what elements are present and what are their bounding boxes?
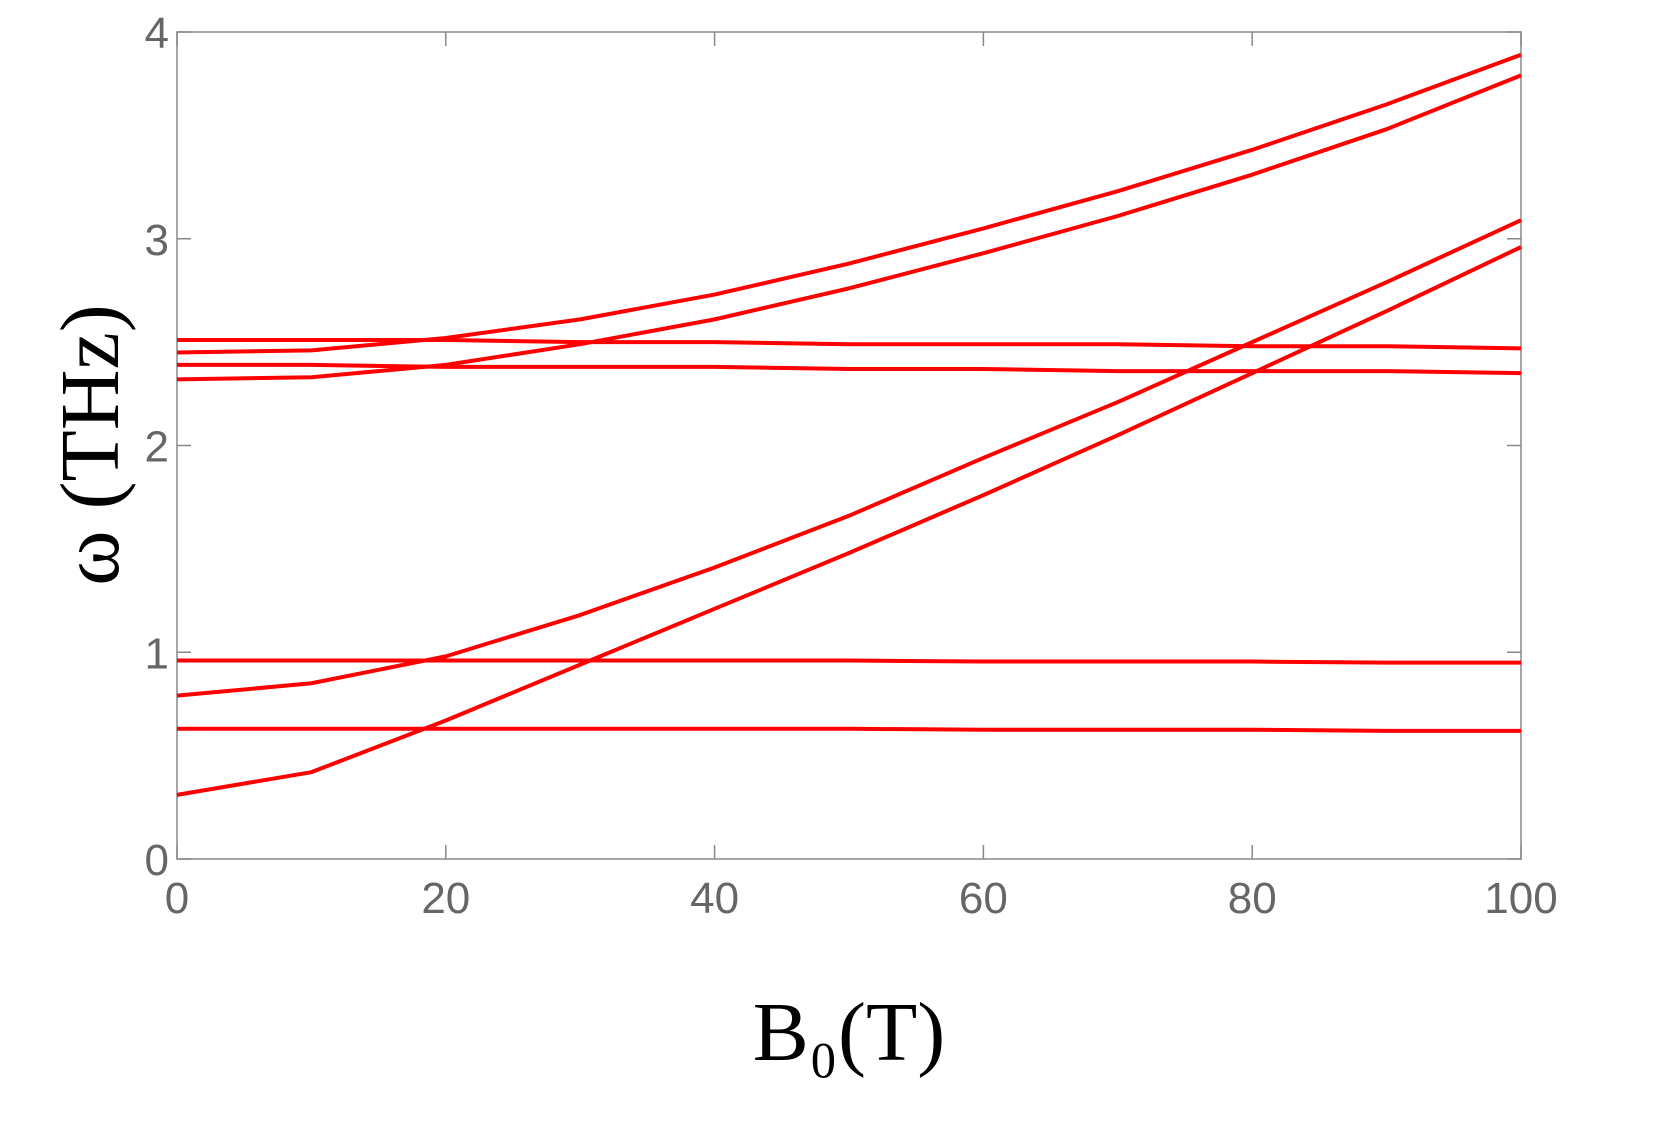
y-tick-label: 0 [145,836,169,885]
data-line [177,338,1522,351]
x-tick-label: 0 [165,874,189,923]
plot-frame [176,31,1522,860]
data-line [177,658,1521,665]
y-tick-label: 1 [145,629,169,678]
y-axis-label: ω (THz) [44,304,137,586]
x-tick-label: 20 [421,874,470,923]
x-tick-label: 60 [959,874,1008,923]
x-tick-label: 100 [1484,874,1557,923]
x-tick-label: 80 [1228,874,1277,923]
data-line [176,218,1522,698]
data-line [177,726,1521,733]
y-tick-label: 2 [145,423,169,472]
data-line [176,73,1522,382]
y-tick-label: 4 [145,9,169,58]
y-tick-label: 3 [145,216,169,265]
x-axis-label: B₀(T) [753,986,946,1079]
data-line [177,362,1522,376]
x-tick-label: 40 [690,874,739,923]
data-line [176,52,1522,355]
data-line [176,245,1522,797]
